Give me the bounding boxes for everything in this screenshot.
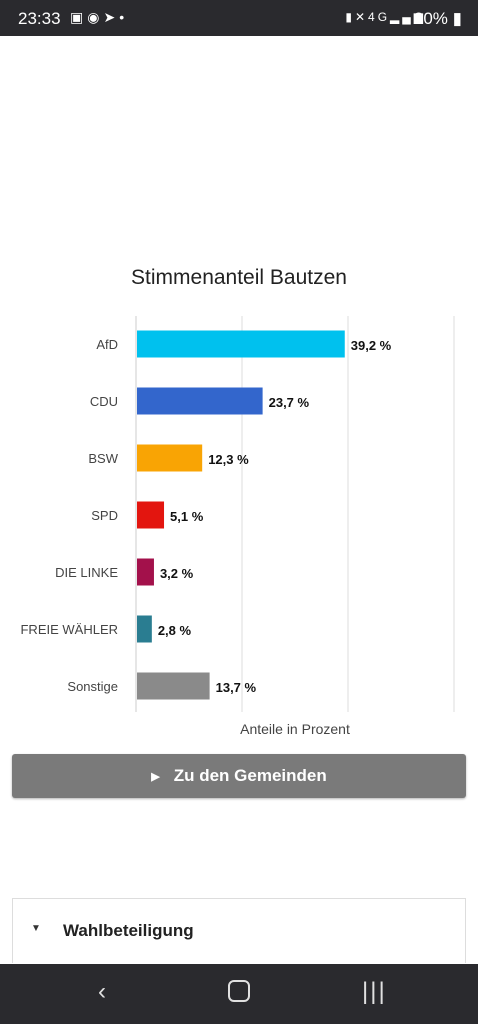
bar <box>137 387 263 415</box>
gallery-icon: ▣ <box>70 9 88 25</box>
bar <box>137 444 203 472</box>
status-bar: 23:33 ▣◉➤• ▮✕4G▂▄▆ 20% ▮ <box>0 0 478 36</box>
category-label: AfD <box>96 337 118 352</box>
home-icon[interactable] <box>228 980 250 1002</box>
chevron-right-icon: ▶ <box>151 770 160 783</box>
system-nav-bar: ‹ ||| <box>0 964 478 1024</box>
category-label: DIE LINKE <box>55 565 118 580</box>
category-label: FREIE WÄHLER <box>20 622 118 637</box>
x-axis-label: Anteile in Prozent <box>240 721 350 737</box>
bar <box>137 330 345 358</box>
recent-apps-icon[interactable]: ||| <box>362 978 387 1005</box>
data-label: 13,7 % <box>216 680 257 695</box>
chevron-down-icon: ▼ <box>31 923 41 934</box>
bar-chart: AfD 39,2 % CDU 23,7 % BSW 12,3 % SPD 5,1 % DIE L… <box>20 316 455 737</box>
battery-saver-icon: ▮ <box>345 10 355 24</box>
data-label: 2,8 % <box>158 623 192 638</box>
data-label: 5,1 % <box>170 509 204 524</box>
data-label: 12,3 % <box>208 452 249 467</box>
category-label: BSW <box>88 451 118 466</box>
category-label: SPD <box>91 508 118 523</box>
category-label: Sonstige <box>67 679 118 694</box>
telegram-icon: ➤ <box>103 9 120 25</box>
status-left-icons: ▣◉➤• <box>70 9 128 26</box>
4g-icon: 4G <box>368 10 391 24</box>
status-time: 23:33 <box>18 9 61 28</box>
dot-icon: • <box>119 9 129 25</box>
bar <box>137 672 210 700</box>
battery-icon: ▮ <box>452 9 462 28</box>
signal-icon: ▂▄▆ <box>390 10 426 24</box>
wahlbeteiligung-label: Wahlbeteiligung <box>63 921 194 940</box>
zu-den-gemeinden-label: Zu den Gemeinden <box>173 766 327 785</box>
data-label: 23,7 % <box>269 395 310 410</box>
back-icon[interactable]: ‹ <box>98 978 106 1005</box>
data-label: 3,2 % <box>160 566 194 581</box>
battery-level: 20% ▮ <box>413 9 462 28</box>
bar <box>137 558 154 586</box>
status-right-icons: ▮✕4G▂▄▆ <box>345 10 426 24</box>
mute-icon: ✕ <box>354 10 369 24</box>
chrome-icon: ◉ <box>87 9 104 25</box>
chart-title: Stimmenanteil Bautzen <box>131 266 347 289</box>
bar <box>137 615 152 643</box>
wahlbeteiligung-accordion[interactable]: ▼ Wahlbeteiligung <box>12 898 466 963</box>
zu-den-gemeinden-button[interactable]: ▶ Zu den Gemeinden <box>12 754 466 798</box>
bar <box>137 501 165 529</box>
data-label: 39,2 % <box>351 338 392 353</box>
category-label: CDU <box>90 394 118 409</box>
